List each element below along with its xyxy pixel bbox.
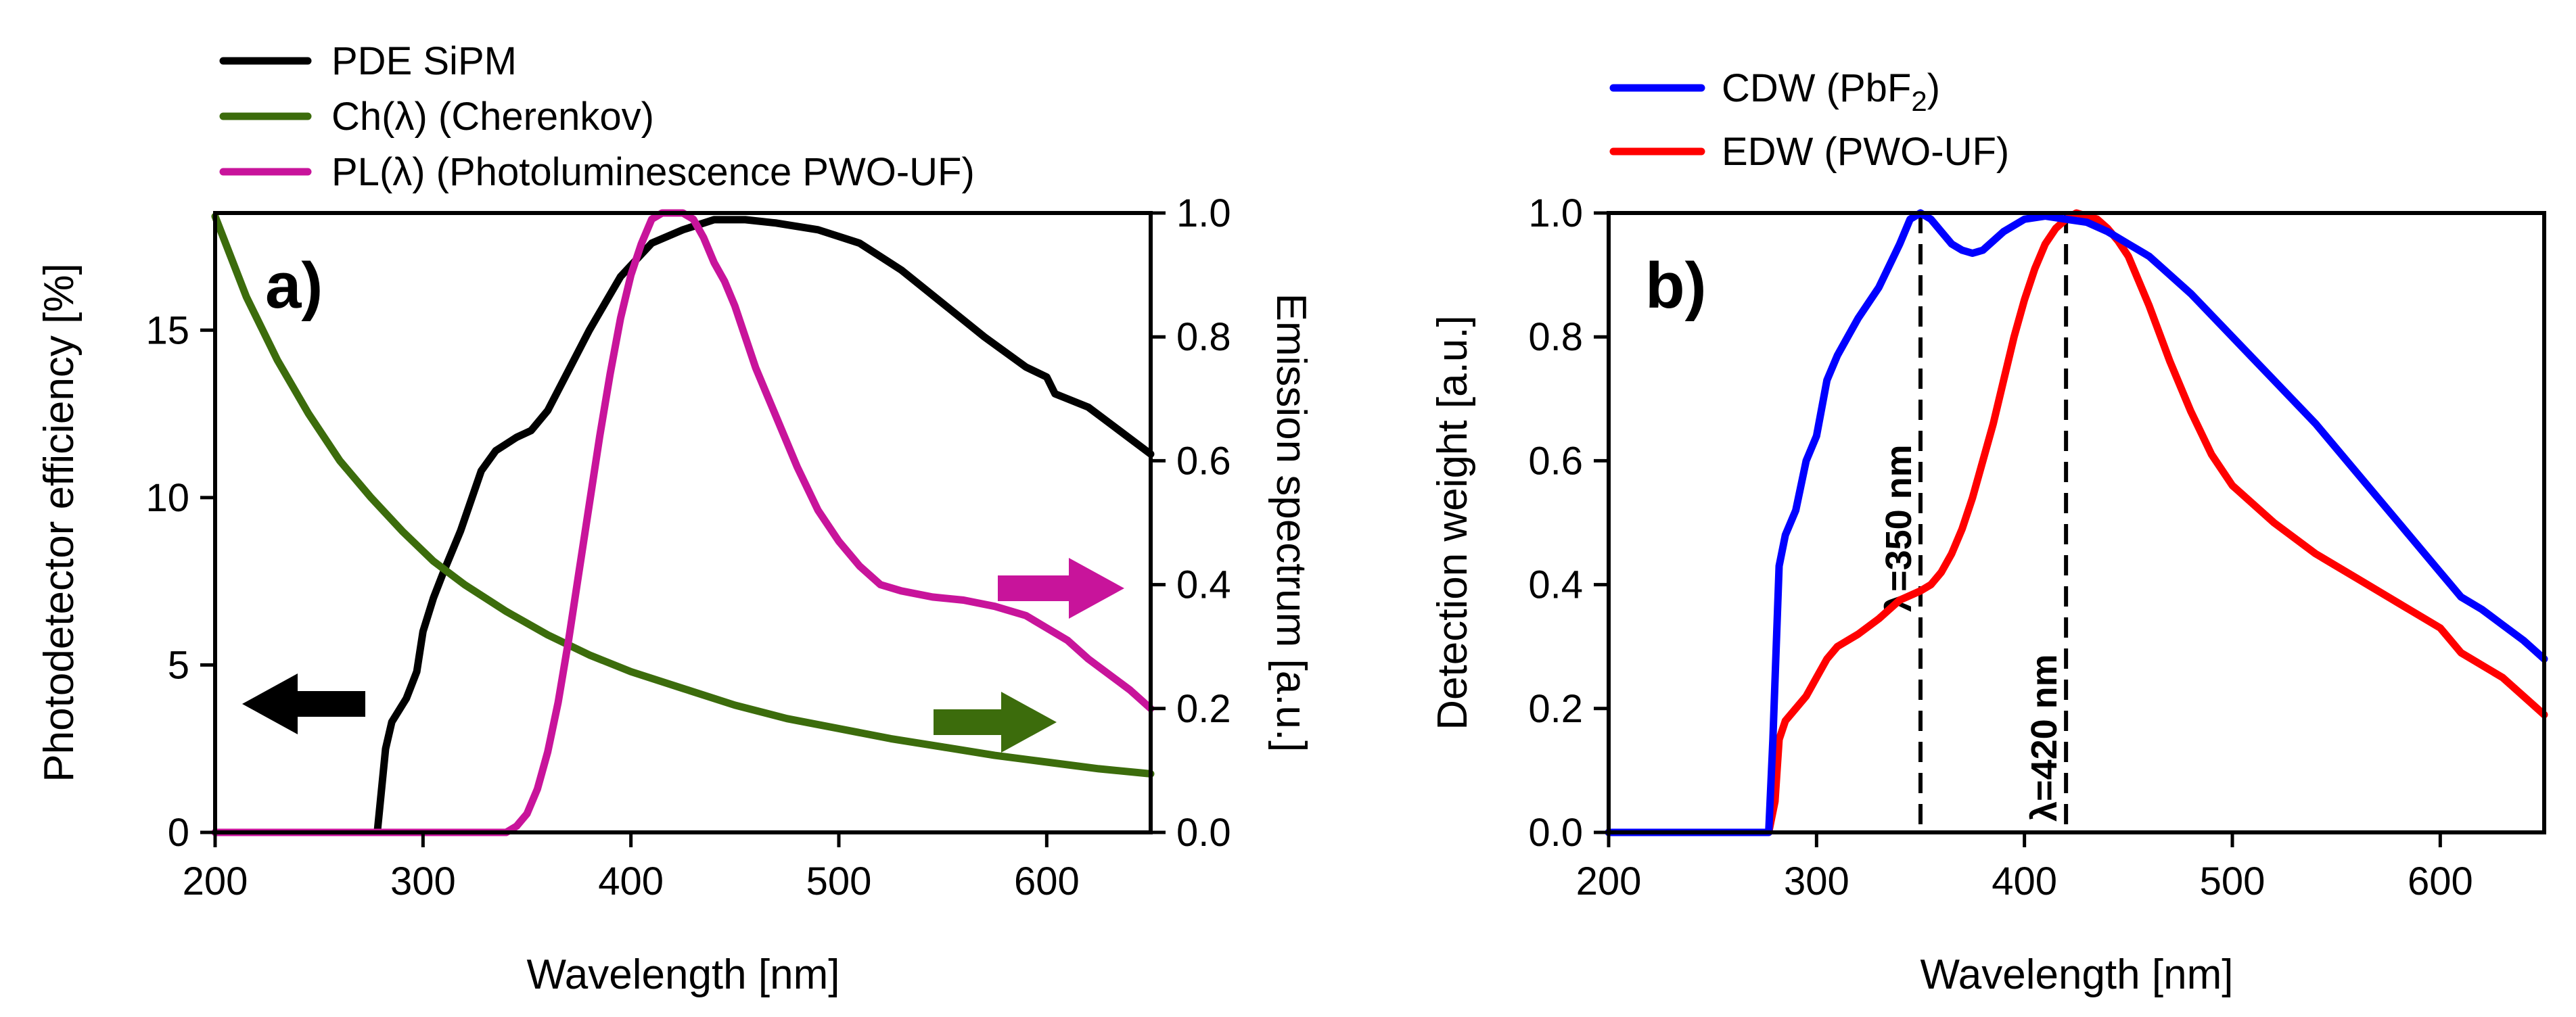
- panel-a: PDE SiPM Ch(λ) (Cherenkov) PL(λ) (Photol…: [36, 39, 1314, 998]
- panel-b: CDW (PbF2) EDW (PWO-UF) λ=350 nm λ=420 n…: [1429, 66, 2548, 998]
- y-tick-label-a: 15: [145, 308, 189, 352]
- x-tick-label-b: 400: [1992, 859, 2057, 903]
- x-tick-label-a: 600: [1014, 859, 1080, 903]
- legend-label-photoluminescence: PL(λ) (Photoluminescence PWO-UF): [331, 150, 975, 194]
- x-tick-label-b: 600: [2408, 859, 2473, 903]
- x-tick-label-a: 200: [183, 859, 248, 903]
- y-tick-label-b: 0.0: [1528, 811, 1583, 855]
- axis-ticks-a: 200 300 400 500 600 0 5 10 15 0.0 0.2 0.4 0.6 0.8 1.0: [145, 191, 1230, 903]
- series-cdw-line: [1605, 209, 2548, 836]
- legend-label-cdw-subscript: 2: [1911, 85, 1927, 117]
- vline-350nm-label: λ=350 nm: [1879, 444, 1919, 612]
- cherenkov-right-axis-arrow: [934, 692, 1057, 753]
- legend-a: PDE SiPM Ch(λ) (Cherenkov) PL(λ) (Photol…: [219, 39, 975, 194]
- vline-420nm-label: λ=420 nm: [2024, 654, 2065, 822]
- x-axis-title-b: Wavelength [nm]: [1920, 951, 2234, 998]
- legend-b: CDW (PbF2) EDW (PWO-UF): [1609, 66, 2009, 174]
- panel-label-b: b): [1645, 250, 1707, 322]
- panel-label-a: a): [265, 250, 323, 322]
- legend-label-cdw: CDW (PbF2): [1722, 66, 1940, 117]
- y-tick-label-a: 5: [168, 643, 189, 687]
- left-axis-arrow: [242, 673, 365, 734]
- plot-frame-b: [1607, 211, 2546, 834]
- legend-label-edw: EDW (PWO-UF): [1722, 130, 2009, 174]
- x-tick-label-b: 500: [2200, 859, 2266, 903]
- legend-label-cdw-main: CDW (PbF: [1722, 66, 1911, 110]
- y-tick-label-b: 0.6: [1528, 439, 1583, 483]
- y-tick-label-b: 1.0: [1528, 191, 1583, 235]
- y-axis-right-title-a: Emission spectrum [a.u.]: [1268, 293, 1314, 753]
- y-tick-label-right-a: 0.6: [1176, 439, 1231, 483]
- y-tick-label-b: 0.4: [1528, 563, 1583, 607]
- photoluminescence-right-axis-arrow: [998, 558, 1124, 619]
- y-axis-title-a: Photodetector efficiency [%]: [36, 263, 83, 782]
- y-tick-label-right-a: 1.0: [1176, 191, 1231, 235]
- y-tick-label-a: 10: [145, 476, 189, 520]
- y-tick-label-right-a: 0.4: [1176, 563, 1231, 607]
- y-tick-label-right-a: 0.2: [1176, 687, 1231, 731]
- series-pde-sipm-line: [373, 216, 1155, 836]
- legend-label-pde: PDE SiPM: [331, 39, 517, 83]
- series-cherenkov-line: [211, 212, 1155, 778]
- plot-frame-a: [213, 211, 1153, 834]
- x-tick-label-b: 200: [1576, 859, 1642, 903]
- y-tick-label-b: 0.8: [1528, 315, 1583, 359]
- y-tick-label-right-a: 0.0: [1176, 811, 1231, 855]
- y-tick-label-right-a: 0.8: [1176, 315, 1231, 359]
- series-photoluminescence-line: [211, 209, 1155, 836]
- y-axis-title-b: Detection weight [a.u.]: [1429, 315, 1476, 730]
- axis-ticks-b: 200 300 400 500 600 0.0 0.2 0.4 0.6 0.8 1.0: [1528, 191, 2472, 903]
- legend-label-cdw-end: ): [1927, 66, 1940, 110]
- x-tick-label-a: 300: [390, 859, 456, 903]
- y-tick-label-b: 0.2: [1528, 687, 1583, 731]
- x-tick-label-b: 300: [1784, 859, 1849, 903]
- x-tick-label-a: 500: [806, 859, 872, 903]
- series-edw-line: [1605, 209, 2548, 836]
- x-axis-title-a: Wavelength [nm]: [527, 951, 840, 998]
- y-tick-label-a: 0: [168, 811, 189, 855]
- x-tick-label-a: 400: [598, 859, 664, 903]
- legend-label-cherenkov: Ch(λ) (Cherenkov): [331, 95, 654, 139]
